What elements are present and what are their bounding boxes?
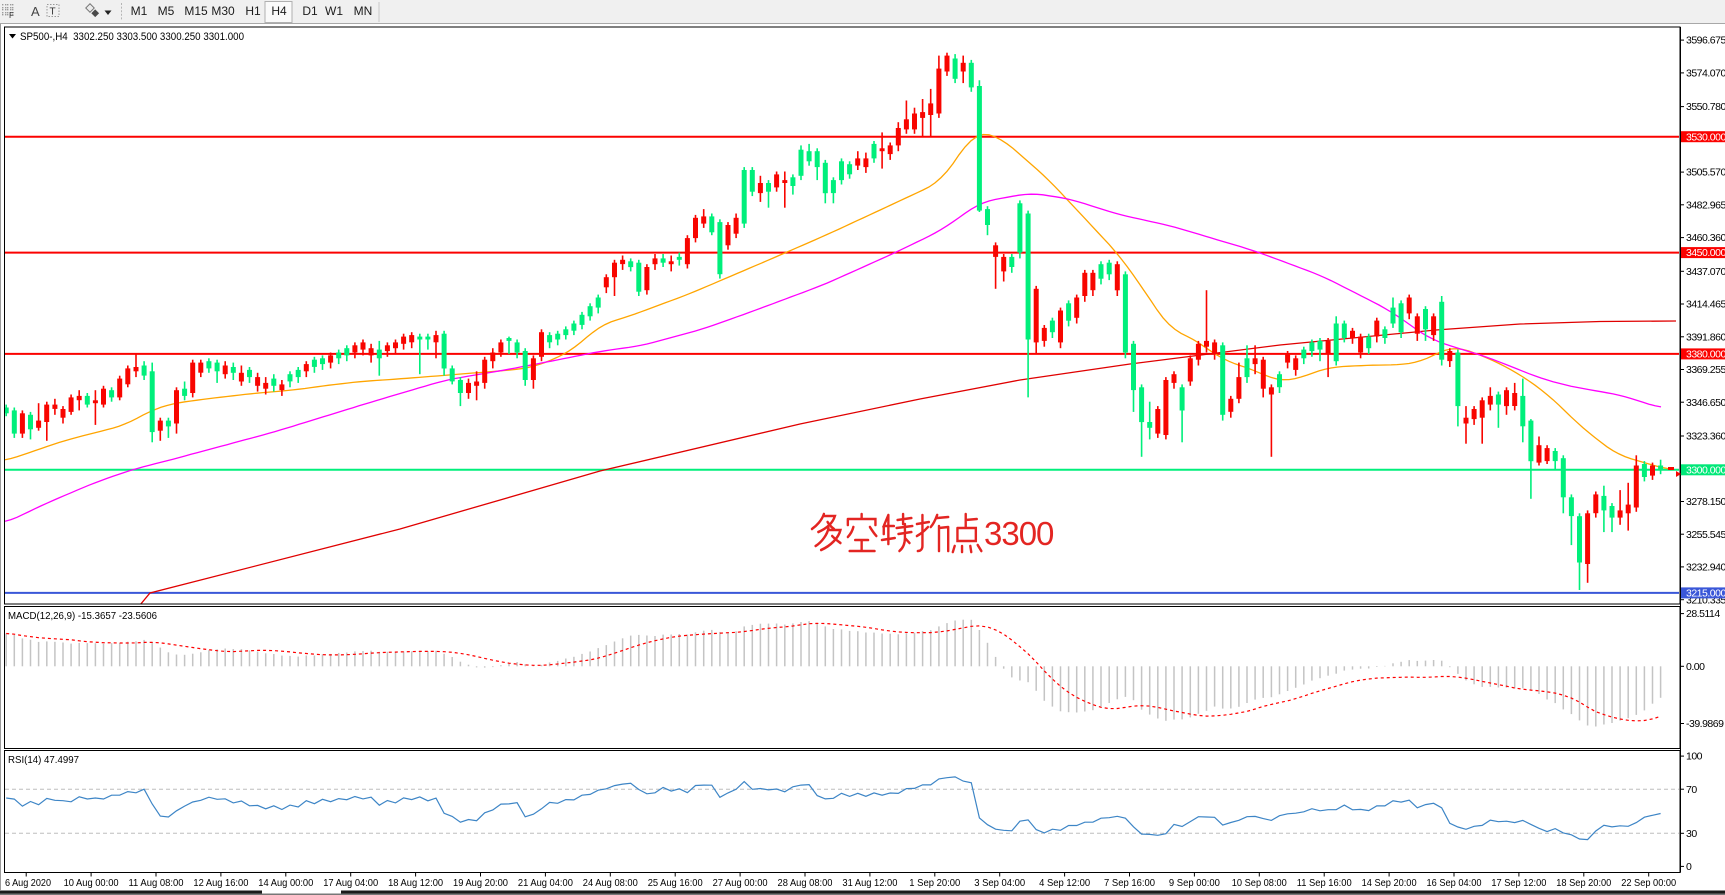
svg-text:25 Aug 16:00: 25 Aug 16:00 (648, 877, 703, 889)
svg-text:14 Sep 20:00: 14 Sep 20:00 (1362, 877, 1417, 889)
svg-text:3323.360: 3323.360 (1686, 431, 1725, 443)
svg-text:-39.9869: -39.9869 (1686, 718, 1724, 730)
svg-text:3574.070: 3574.070 (1686, 68, 1725, 80)
svg-text:3505.570: 3505.570 (1686, 167, 1725, 179)
svg-text:18 Aug 12:00: 18 Aug 12:00 (388, 877, 443, 889)
svg-text:3450.000: 3450.000 (1686, 247, 1725, 259)
svg-text:70: 70 (1686, 784, 1697, 796)
svg-text:17 Sep 12:00: 17 Sep 12:00 (1491, 877, 1546, 889)
svg-text:28.5114: 28.5114 (1686, 608, 1720, 620)
svg-text:9 Sep 00:00: 9 Sep 00:00 (1169, 877, 1220, 889)
svg-text:31 Aug 12:00: 31 Aug 12:00 (842, 877, 897, 889)
svg-text:3460.360: 3460.360 (1686, 232, 1725, 244)
svg-text:3300.000: 3300.000 (1686, 464, 1725, 476)
svg-text:16 Sep 04:00: 16 Sep 04:00 (1427, 877, 1482, 889)
svg-text:18 Sep 20:00: 18 Sep 20:00 (1556, 877, 1611, 889)
svg-text:19 Aug 20:00: 19 Aug 20:00 (453, 877, 508, 889)
svg-text:SP500-,H4 3302.250 3303.500 3: SP500-,H4 3302.250 3303.500 3300.250 330… (20, 31, 244, 43)
svg-text:3278.150: 3278.150 (1686, 496, 1725, 508)
svg-text:F: F (9, 11, 14, 20)
svg-text:11 Aug 08:00: 11 Aug 08:00 (129, 877, 184, 889)
svg-text:3437.070: 3437.070 (1686, 266, 1725, 278)
svg-text:17 Aug 04:00: 17 Aug 04:00 (323, 877, 378, 889)
svg-text:100: 100 (1686, 751, 1703, 763)
svg-text:4 Sep 12:00: 4 Sep 12:00 (1039, 877, 1090, 889)
svg-text:0: 0 (1686, 861, 1692, 873)
svg-text:A: A (31, 4, 40, 19)
svg-text:0.00: 0.00 (1686, 661, 1705, 673)
svg-text:11 Sep 16:00: 11 Sep 16:00 (1297, 877, 1352, 889)
svg-text:MACD(12,26,9) -15.3657 -23.560: MACD(12,26,9) -15.3657 -23.5606 (8, 610, 157, 622)
svg-text:28 Aug 08:00: 28 Aug 08:00 (778, 877, 833, 889)
svg-text:3255.545: 3255.545 (1686, 529, 1725, 541)
svg-text:21 Aug 04:00: 21 Aug 04:00 (518, 877, 573, 889)
svg-text:6 Aug 2020: 6 Aug 2020 (5, 877, 51, 889)
svg-text:14 Aug 00:00: 14 Aug 00:00 (258, 877, 313, 889)
svg-text:24 Aug 08:00: 24 Aug 08:00 (583, 877, 638, 889)
svg-text:3530.000: 3530.000 (1686, 131, 1725, 143)
svg-text:22 Sep 00:00: 22 Sep 00:00 (1621, 877, 1676, 889)
svg-text:3346.650: 3346.650 (1686, 397, 1725, 409)
svg-text:3369.255: 3369.255 (1686, 364, 1725, 376)
svg-text:10 Aug 00:00: 10 Aug 00:00 (64, 877, 119, 889)
svg-text:3596.675: 3596.675 (1686, 35, 1725, 47)
svg-text:3414.465: 3414.465 (1686, 299, 1725, 311)
svg-text:3482.965: 3482.965 (1686, 199, 1725, 211)
svg-text:3232.940: 3232.940 (1686, 562, 1725, 574)
svg-text:3215.000: 3215.000 (1686, 588, 1725, 600)
svg-text:7 Sep 16:00: 7 Sep 16:00 (1104, 877, 1155, 889)
svg-text:30: 30 (1686, 828, 1697, 840)
svg-text:3391.860: 3391.860 (1686, 331, 1725, 343)
svg-text:1 Sep 20:00: 1 Sep 20:00 (909, 877, 960, 889)
svg-text:T: T (50, 7, 56, 18)
svg-text:10 Sep 08:00: 10 Sep 08:00 (1232, 877, 1287, 889)
svg-text:27 Aug 00:00: 27 Aug 00:00 (713, 877, 768, 889)
svg-text:12 Aug 16:00: 12 Aug 16:00 (193, 877, 248, 889)
svg-text:3380.000: 3380.000 (1686, 349, 1725, 361)
svg-text:3 Sep 04:00: 3 Sep 04:00 (974, 877, 1025, 889)
svg-text:3550.780: 3550.780 (1686, 101, 1725, 113)
svg-text:RSI(14) 47.4997: RSI(14) 47.4997 (8, 754, 79, 766)
